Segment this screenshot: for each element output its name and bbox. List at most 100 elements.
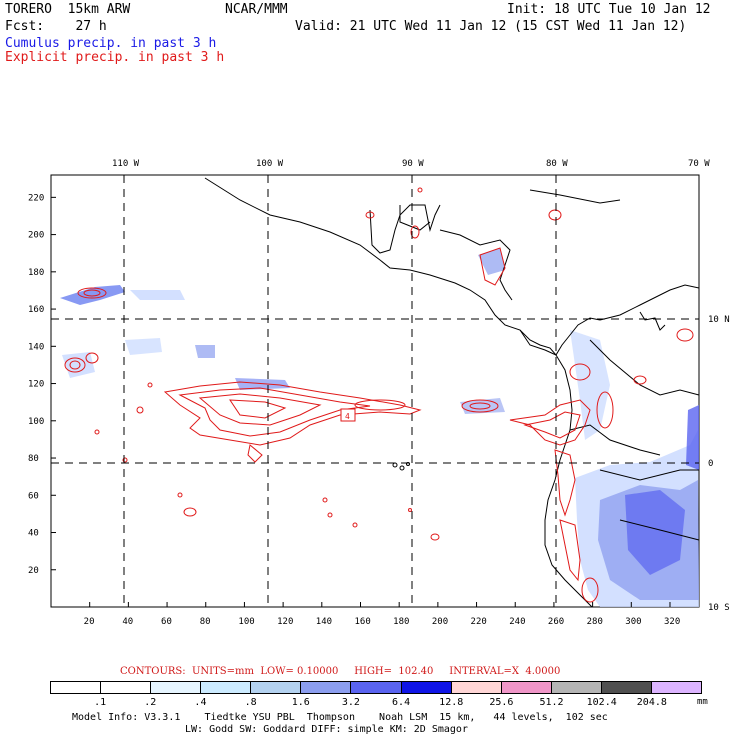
y-tick-label: 40 bbox=[28, 529, 39, 539]
contour-west-mid-2 bbox=[85, 352, 99, 364]
y-tick-label: 20 bbox=[28, 566, 39, 576]
model-info-line2: LW: Godd SW: Goddard DIFF: simple KM: 2D… bbox=[185, 724, 468, 735]
contour-north-sa-1 bbox=[569, 363, 591, 381]
colorbar-label: .1 bbox=[94, 697, 107, 708]
x-tick-label: 180 bbox=[393, 617, 409, 627]
y-tick-label: 60 bbox=[28, 491, 39, 501]
colorbar-units: mm bbox=[697, 697, 708, 707]
galapagos-island-2 bbox=[399, 465, 405, 471]
contour-gulf bbox=[365, 211, 375, 219]
map-frame bbox=[50, 174, 700, 608]
contour-itcz-outer bbox=[163, 381, 422, 446]
x-tick-label: 260 bbox=[548, 617, 564, 627]
cumulus-area-west-5 bbox=[195, 345, 215, 358]
x-tick-label: 140 bbox=[316, 617, 332, 627]
border-ecuador-peru bbox=[569, 424, 661, 456]
y-axis-ticks: 220 200 180 160 140 120 100 80 60 40 20 bbox=[28, 193, 56, 576]
contour-caribbean bbox=[548, 209, 562, 221]
colorbar-label: 51.2 bbox=[539, 697, 564, 708]
colorbar-segment bbox=[651, 682, 702, 693]
contour-scatter-6 bbox=[327, 512, 333, 518]
contour-scatter-2 bbox=[94, 429, 100, 435]
colorbar-segment bbox=[351, 682, 402, 693]
coastlines bbox=[204, 177, 700, 608]
y-tick-label: 140 bbox=[28, 342, 44, 352]
contour-scatter-12 bbox=[322, 497, 328, 503]
contour-itcz-east-3 bbox=[469, 402, 491, 410]
cumulus-area-east-edge bbox=[686, 405, 699, 470]
border-peru-brazil bbox=[599, 469, 699, 481]
lon-label-80w: 80 W bbox=[546, 159, 568, 169]
model-name: TORERO 15km ARW bbox=[5, 2, 131, 17]
contour-guatemala bbox=[410, 225, 420, 239]
colorbar-segment bbox=[151, 682, 202, 693]
field-cumulus-label: Cumulus precip. in past 3 h bbox=[5, 36, 217, 51]
y-tick-label: 160 bbox=[28, 305, 44, 315]
init-time: Init: 18 UTC Tue 10 Jan 12 bbox=[507, 2, 711, 17]
x-tick-label: 120 bbox=[277, 617, 293, 627]
coastline-panama bbox=[519, 329, 557, 356]
contour-colombia-coast-2 bbox=[523, 411, 581, 439]
field-explicit-label: Explicit precip. in past 3 h bbox=[5, 50, 225, 65]
y-tick-label: 220 bbox=[28, 193, 44, 203]
lat-label-10n: 10 N bbox=[708, 315, 730, 325]
colorbar-label: 25.6 bbox=[489, 697, 514, 708]
coastline-caribbean bbox=[439, 229, 513, 301]
contour-north-sa-3 bbox=[633, 375, 647, 385]
contour-itcz-mid bbox=[178, 387, 371, 437]
lon-label-110w: 110 W bbox=[112, 159, 140, 169]
x-tick-label: 200 bbox=[432, 617, 448, 627]
y-tick-label: 120 bbox=[28, 380, 44, 390]
contour-scatter-5 bbox=[177, 492, 183, 498]
colorbar-segment bbox=[451, 682, 502, 693]
colorbar-label: 1.6 bbox=[291, 697, 310, 708]
contour-honduras bbox=[479, 247, 506, 286]
colorbar-segment bbox=[401, 682, 452, 693]
cumulus-area-west-4 bbox=[125, 338, 162, 355]
explicit-precip-contours bbox=[64, 187, 694, 603]
contour-ecuador-1 bbox=[554, 449, 576, 517]
border-guatemala bbox=[399, 205, 431, 231]
valid-time: Valid: 21 UTC Wed 11 Jan 12 (15 CST Wed … bbox=[295, 19, 687, 34]
galapagos-island-1 bbox=[392, 462, 398, 468]
colorbar-segment bbox=[301, 682, 352, 693]
colorbar-segment bbox=[201, 682, 252, 693]
lon-label-90w: 90 W bbox=[402, 159, 424, 169]
model-info-line1: Model Info: V3.3.1 Tiedtke YSU PBL Thomp… bbox=[72, 712, 608, 723]
coastline-cuba bbox=[529, 189, 621, 204]
lat-label-0: 0 bbox=[708, 459, 713, 469]
x-tick-label: 220 bbox=[471, 617, 487, 627]
colorbar-label: 3.2 bbox=[341, 697, 360, 708]
colorbar-label: .8 bbox=[244, 697, 257, 708]
x-tick-label: 40 bbox=[122, 617, 133, 627]
contour-settings: CONTOURS: UNITS=mm LOW= 0.10000 HIGH= 10… bbox=[120, 666, 561, 677]
colorbar-segment bbox=[251, 682, 302, 693]
colorbar-segment bbox=[551, 682, 602, 693]
contour-north-sa-2 bbox=[596, 391, 614, 429]
lon-label-100w: 100 W bbox=[256, 159, 284, 169]
lat-label-10s: 10 S bbox=[708, 603, 730, 613]
border-colombia bbox=[589, 339, 700, 396]
coastline-lake-maracaibo bbox=[639, 311, 666, 331]
contour-scatter-13 bbox=[147, 382, 153, 388]
y-tick-label: 180 bbox=[28, 268, 44, 278]
x-tick-label: 60 bbox=[161, 617, 172, 627]
coastline-yucatan bbox=[369, 204, 441, 254]
colorbar bbox=[50, 681, 702, 694]
coastline-central-america bbox=[204, 177, 601, 356]
y-tick-label: 100 bbox=[28, 417, 44, 427]
colorbar-segment bbox=[51, 682, 102, 693]
border-bolivia bbox=[619, 519, 700, 541]
x-tick-label: 240 bbox=[509, 617, 525, 627]
colorbar-segment bbox=[601, 682, 652, 693]
y-tick-label: 80 bbox=[28, 454, 39, 464]
x-axis-ticks: 20 40 60 80 100 120 140 160 180 200 220 240 260 280 30… bbox=[84, 602, 680, 627]
contour-itcz-east-2 bbox=[461, 399, 499, 413]
contour-label: 4 bbox=[345, 412, 350, 421]
contour-scatter-10 bbox=[417, 187, 423, 193]
x-tick-label: 20 bbox=[84, 617, 95, 627]
contour-itcz-inner bbox=[198, 393, 322, 426]
colorbar-segment bbox=[501, 682, 552, 693]
contour-peru-1 bbox=[559, 519, 581, 582]
contour-west-top bbox=[77, 287, 107, 299]
